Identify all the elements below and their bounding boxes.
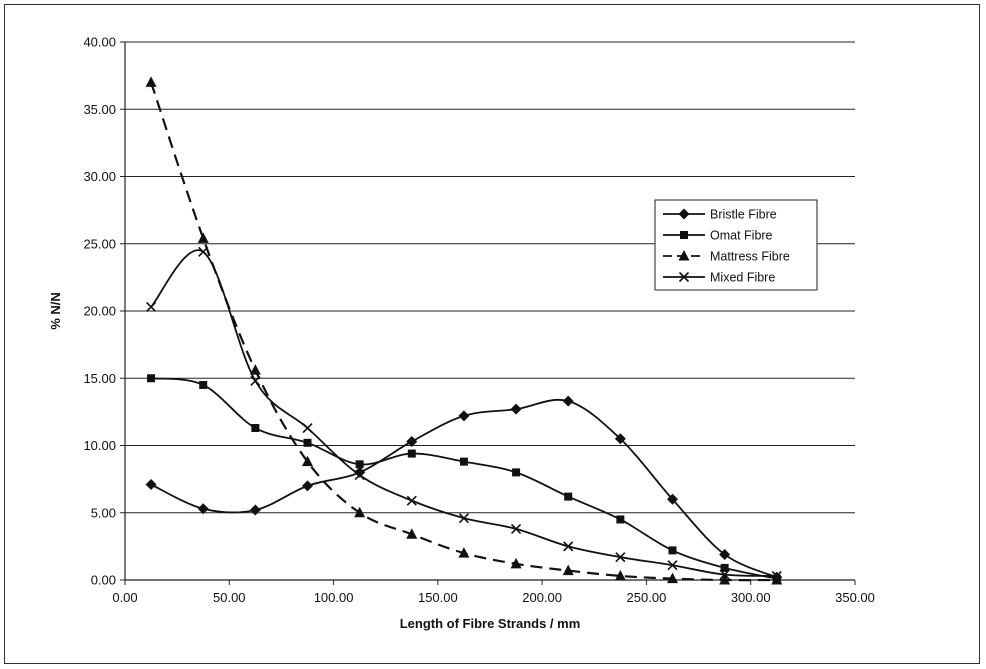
legend-label: Bristle Fibre <box>710 208 777 222</box>
data-point <box>459 457 468 466</box>
data-point <box>614 433 626 445</box>
chart-frame <box>4 4 980 664</box>
series-bristle-fibre <box>145 395 783 583</box>
data-point <box>510 403 522 415</box>
data-point <box>458 410 470 422</box>
legend: Bristle Fibre Omat Fibre Mattress Fibre Mix… <box>654 199 818 291</box>
data-point <box>510 557 522 569</box>
data-point <box>303 438 312 447</box>
data-point <box>302 480 313 492</box>
axes: 0.00 5.00 10.00 15.00 20.00 25.00 30.00 35.00 40… <box>83 35 874 606</box>
data-point <box>771 570 782 582</box>
data-point <box>564 492 573 501</box>
data-point <box>458 547 470 558</box>
data-point <box>146 301 157 313</box>
series-layer <box>145 76 783 585</box>
legend-marker-square <box>680 231 688 239</box>
data-point <box>511 523 522 534</box>
data-point <box>198 246 209 257</box>
data-point <box>354 466 366 478</box>
x-tick-label: 200.00 <box>522 590 562 605</box>
y-tick-label: 15.00 <box>83 371 116 386</box>
y-tick-label: 5.00 <box>91 505 116 520</box>
data-point <box>145 76 157 87</box>
y-tick-label: 40.00 <box>83 35 116 50</box>
series-line-mattress-fibre <box>150 82 777 582</box>
x-tick-label: 250.00 <box>627 590 667 605</box>
data-point <box>302 422 313 434</box>
data-point <box>720 563 729 572</box>
y-axis-title: % N/N <box>48 292 63 330</box>
data-point <box>406 435 418 447</box>
legend-item-mattress-fibre: Mattress Fibre <box>663 250 790 264</box>
data-point <box>615 552 626 563</box>
x-tick-label: 300.00 <box>731 590 771 605</box>
legend-label: Mattress Fibre <box>710 250 790 264</box>
data-point <box>406 528 418 539</box>
x-tick-label: 100.00 <box>314 590 354 605</box>
legend-item-omat-fibre: Omat Fibre <box>663 229 773 243</box>
x-tick-label: 50.00 <box>213 590 246 605</box>
legend-label: Mixed Fibre <box>710 271 775 285</box>
gridlines <box>125 41 855 514</box>
data-point <box>719 574 731 585</box>
data-point <box>562 564 574 576</box>
y-tick-label: 10.00 <box>83 438 116 453</box>
data-point <box>407 449 416 458</box>
y-tick-label: 25.00 <box>83 236 116 251</box>
data-point <box>355 460 364 469</box>
data-point <box>354 506 366 518</box>
series-line-mixed-fibre <box>150 249 777 577</box>
data-point <box>302 455 313 467</box>
data-point <box>563 541 574 552</box>
data-point <box>667 560 678 571</box>
data-point <box>249 364 261 375</box>
data-point <box>354 470 365 481</box>
data-point <box>406 495 417 506</box>
x-axis-title: Length of Fibre Strands / mm <box>400 616 581 631</box>
legend-item-bristle-fibre: Bristle Fibre <box>663 208 777 222</box>
series-mixed-fibre <box>146 246 782 582</box>
data-point <box>667 572 678 584</box>
data-point <box>616 515 625 524</box>
legend-marker-triangle <box>678 250 690 261</box>
data-point <box>614 569 626 581</box>
y-tick-label: 30.00 <box>83 169 116 184</box>
data-point <box>147 374 156 383</box>
x-tick-label: 350.00 <box>835 590 875 605</box>
data-point <box>250 375 261 387</box>
data-point <box>197 232 209 243</box>
x-tick-label: 150.00 <box>418 590 458 605</box>
data-point <box>199 380 208 389</box>
data-point <box>197 503 209 515</box>
y-tick-label: 35.00 <box>83 102 116 117</box>
series-mattress-fibre <box>145 76 783 585</box>
data-point <box>667 493 678 505</box>
data-point <box>719 548 731 560</box>
data-point <box>771 574 783 585</box>
legend-marker-x <box>678 271 690 283</box>
data-point <box>249 504 261 516</box>
legend-item-mixed-fibre: Mixed Fibre <box>663 271 775 285</box>
data-point <box>251 424 260 433</box>
legend-marker-diamond <box>678 208 690 220</box>
data-point <box>145 479 157 491</box>
series-omat-fibre <box>147 374 781 583</box>
data-point <box>668 546 677 555</box>
y-tick-label: 0.00 <box>91 573 116 588</box>
data-point <box>512 468 521 477</box>
legend-label: Omat Fibre <box>710 229 773 243</box>
y-tick-label: 20.00 <box>83 304 116 319</box>
data-point <box>562 395 574 407</box>
data-point <box>458 513 469 524</box>
data-point <box>719 569 730 580</box>
x-tick-label: 0.00 <box>112 590 137 605</box>
